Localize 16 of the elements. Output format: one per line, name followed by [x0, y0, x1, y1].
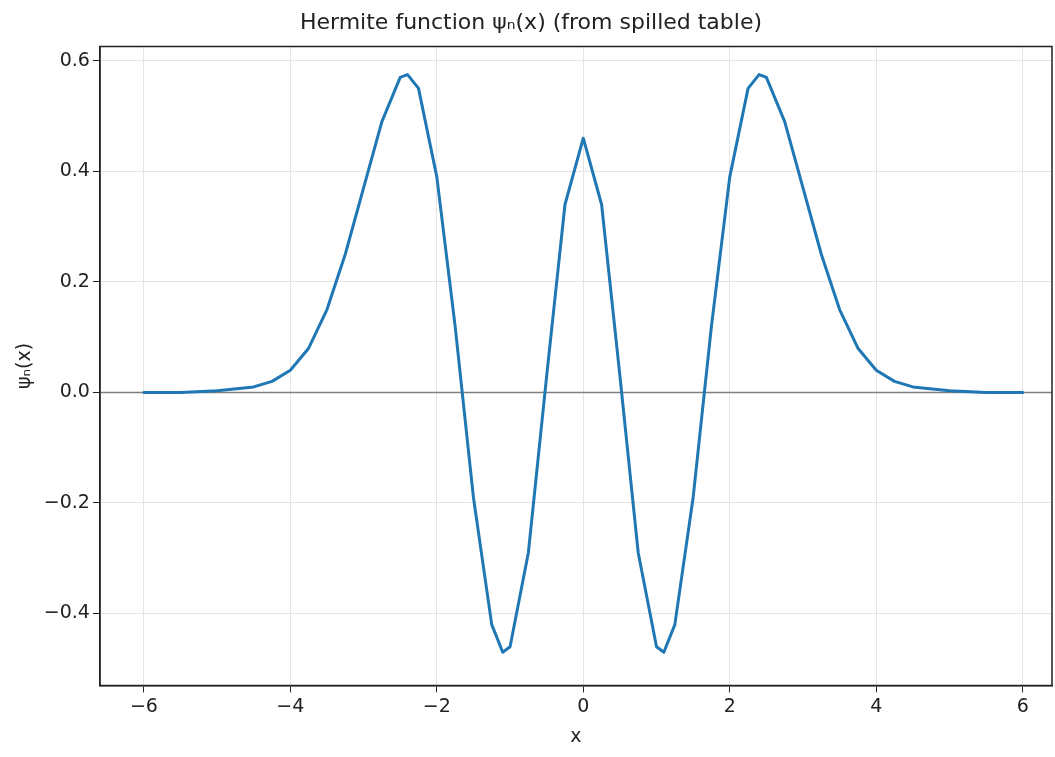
y-tick-label: 0.2: [59, 268, 90, 291]
y-tick-label: −0.2: [43, 489, 90, 512]
x-tick-label: −6: [129, 693, 158, 716]
y-tick-label: 0.0: [59, 379, 90, 402]
x-tick-label: 4: [870, 693, 883, 716]
y-axis-title: ψₙ(x): [12, 342, 35, 389]
y-tick-label: 0.6: [59, 47, 90, 70]
x-axis-title: x: [570, 723, 582, 746]
y-tick-label: 0.4: [59, 158, 90, 181]
x-tick-label: 2: [723, 693, 736, 716]
x-tick-label: 6: [1016, 693, 1029, 716]
x-tick-label: −2: [422, 693, 451, 716]
x-tick-label: −4: [276, 693, 305, 716]
chart-title: Hermite function ψₙ(x) (from spilled table): [299, 8, 763, 34]
x-tick-label: 0: [577, 693, 590, 716]
y-tick-label: −0.4: [43, 600, 90, 623]
